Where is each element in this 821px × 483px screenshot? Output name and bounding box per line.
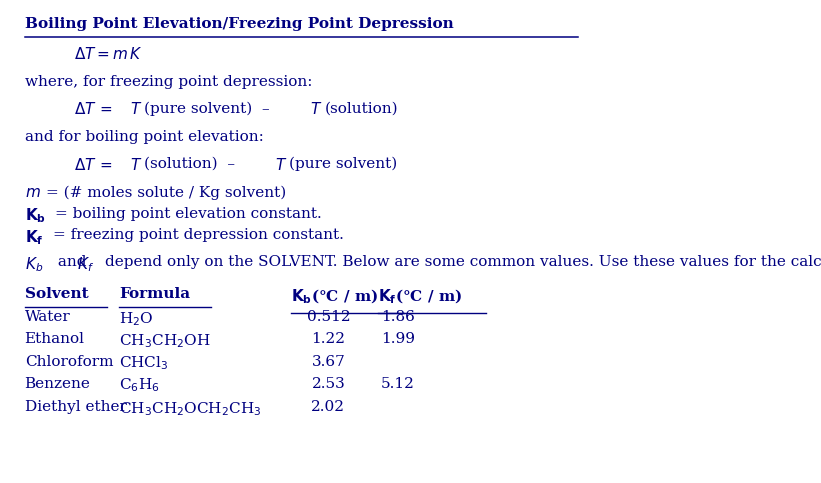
Text: CH$_3$CH$_2$OCH$_2$CH$_3$: CH$_3$CH$_2$OCH$_2$CH$_3$	[119, 400, 262, 418]
Text: 0.512: 0.512	[306, 310, 351, 324]
Text: Diethyl ether: Diethyl ether	[25, 400, 126, 414]
Text: Benzene: Benzene	[25, 377, 90, 391]
Text: $T$: $T$	[275, 157, 287, 173]
Text: Boiling Point Elevation/Freezing Point Depression: Boiling Point Elevation/Freezing Point D…	[25, 17, 453, 31]
Text: $\mathbf{K_f}$: $\mathbf{K_f}$	[25, 228, 44, 247]
Text: Water: Water	[25, 310, 71, 324]
Text: C$_6$H$_6$: C$_6$H$_6$	[119, 377, 160, 395]
Text: = (# moles solute / Kg solvent): = (# moles solute / Kg solvent)	[46, 186, 287, 200]
Text: CHCl$_3$: CHCl$_3$	[119, 355, 168, 372]
Text: and: and	[53, 255, 91, 269]
Text: $K_b$: $K_b$	[25, 255, 43, 274]
Text: = boiling point elevation constant.: = boiling point elevation constant.	[55, 207, 322, 221]
Text: H$_2$O: H$_2$O	[119, 310, 154, 328]
Text: = freezing point depression constant.: = freezing point depression constant.	[53, 228, 343, 242]
Text: $\Delta T\,=\,$: $\Delta T\,=\,$	[74, 157, 112, 173]
Text: $\Delta T = m\,K$: $\Delta T = m\,K$	[74, 46, 143, 62]
Text: CH$_3$CH$_2$OH: CH$_3$CH$_2$OH	[119, 332, 211, 350]
Text: $\mathbf{K_b}$(°C / m): $\mathbf{K_b}$(°C / m)	[291, 287, 378, 306]
Text: depend only on the SOLVENT. Below are some common values. Use these values for t: depend only on the SOLVENT. Below are so…	[105, 255, 821, 269]
Text: $\mathbf{K_f}$(°C / m): $\mathbf{K_f}$(°C / m)	[378, 287, 461, 306]
Text: $K_f$: $K_f$	[77, 255, 94, 274]
Text: 1.22: 1.22	[311, 332, 346, 346]
Text: $T$: $T$	[130, 101, 142, 117]
Text: 5.12: 5.12	[381, 377, 415, 391]
Text: $\Delta T\,=\,$: $\Delta T\,=\,$	[74, 101, 112, 117]
Text: 2.53: 2.53	[311, 377, 346, 391]
Text: Ethanol: Ethanol	[25, 332, 85, 346]
Text: Chloroform: Chloroform	[25, 355, 113, 369]
Text: (pure solvent): (pure solvent)	[289, 157, 397, 171]
Text: 1.99: 1.99	[381, 332, 415, 346]
Text: $\mathbf{K_b}$: $\mathbf{K_b}$	[25, 207, 46, 226]
Text: $T$: $T$	[310, 101, 323, 117]
Text: (solution)  –: (solution) –	[144, 157, 245, 171]
Text: and for boiling point elevation:: and for boiling point elevation:	[25, 130, 264, 144]
Text: $\mathbf{\mathit{m}}$: $\mathbf{\mathit{m}}$	[25, 186, 40, 200]
Text: 2.02: 2.02	[311, 400, 346, 414]
Text: Solvent: Solvent	[25, 287, 88, 301]
Text: (pure solvent)  –: (pure solvent) –	[144, 101, 279, 116]
Text: 1.86: 1.86	[381, 310, 415, 324]
Text: 3.67: 3.67	[311, 355, 346, 369]
Text: where, for freezing point depression:: where, for freezing point depression:	[25, 75, 312, 89]
Text: Formula: Formula	[119, 287, 190, 301]
Text: $T$: $T$	[130, 157, 142, 173]
Text: (solution): (solution)	[324, 101, 398, 115]
